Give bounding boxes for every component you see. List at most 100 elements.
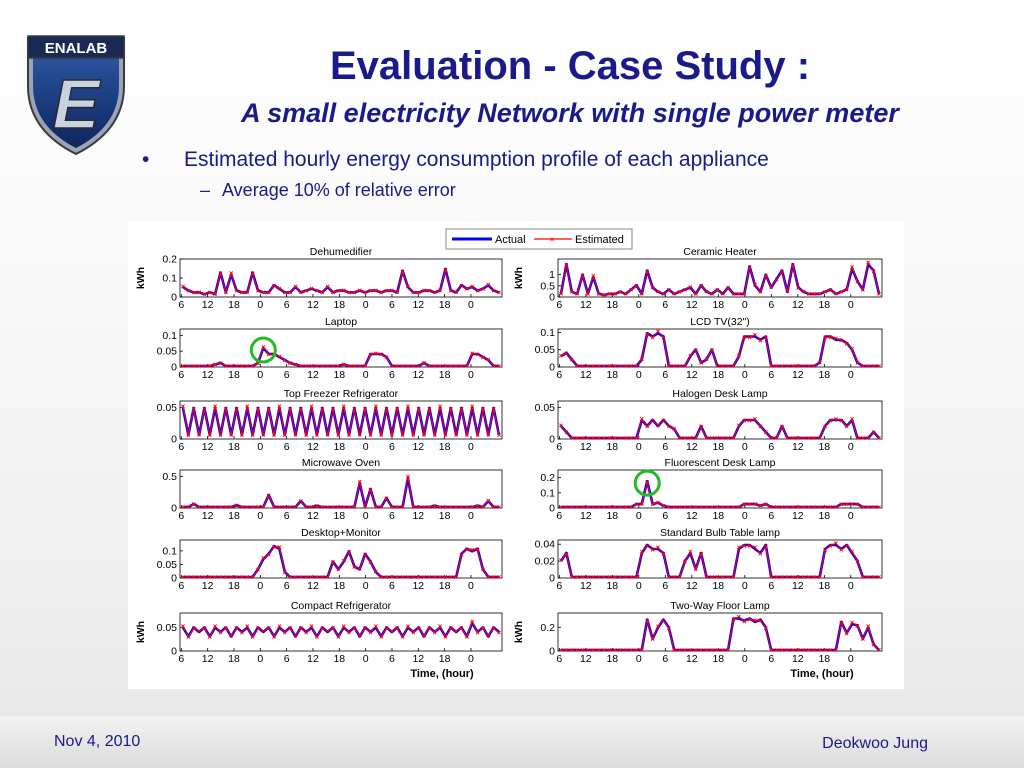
estimated-point xyxy=(672,364,677,368)
estimated-point xyxy=(331,560,335,564)
panel-title: Standard Bulb Table lamp xyxy=(660,527,780,539)
estimated-point xyxy=(742,292,747,296)
estimated-point xyxy=(877,292,881,296)
estimated-point xyxy=(828,418,833,423)
estimated-point xyxy=(844,424,849,429)
x-tick-label: 6 xyxy=(768,441,774,453)
x-tick-label: 12 xyxy=(580,441,592,453)
estimated-point xyxy=(774,436,779,440)
estimated-point xyxy=(304,433,309,438)
y-tick-label: 0.2 xyxy=(540,622,555,634)
estimated-point xyxy=(855,624,860,628)
estimated-point xyxy=(672,426,677,431)
estimated-point xyxy=(314,364,319,368)
estimated-point xyxy=(693,648,698,652)
x-tick-label: 12 xyxy=(580,299,592,311)
estimated-point xyxy=(459,552,464,557)
estimated-point xyxy=(812,648,817,652)
x-tick-label: 6 xyxy=(389,580,395,592)
estimated-point xyxy=(629,575,633,579)
x-tick-label: 18 xyxy=(439,369,451,381)
estimated-point xyxy=(731,292,736,296)
estimated-point xyxy=(758,503,763,508)
estimated-point xyxy=(202,505,207,509)
x-axis-label: Time, (hour) xyxy=(790,668,854,680)
estimated-point xyxy=(357,288,362,293)
estimated-point xyxy=(363,552,368,557)
footer-author: Deokwoo Jung xyxy=(822,735,928,752)
estimated-point xyxy=(325,629,330,633)
estimated-point xyxy=(293,432,298,437)
estimated-point xyxy=(181,404,185,409)
estimated-point xyxy=(448,406,453,411)
estimated-point xyxy=(618,648,623,652)
estimated-point xyxy=(623,436,628,440)
estimated-point xyxy=(256,505,260,509)
estimated-point xyxy=(213,362,218,367)
estimated-point xyxy=(341,362,346,367)
x-tick-label: 0 xyxy=(257,441,263,453)
estimated-point xyxy=(596,364,601,368)
estimated-point xyxy=(464,433,469,438)
estimated-point xyxy=(704,575,709,579)
estimated-point xyxy=(438,364,443,368)
x-tick-label: 18 xyxy=(606,441,618,453)
estimated-point xyxy=(596,292,601,296)
estimated-point xyxy=(218,630,223,635)
panel-title: Desktop+Monitor xyxy=(301,527,381,539)
estimated-point xyxy=(661,551,666,556)
estimated-point xyxy=(650,502,655,507)
estimated-point xyxy=(336,505,341,509)
estimated-point xyxy=(250,505,255,509)
estimated-point xyxy=(699,283,704,288)
estimated-point xyxy=(709,505,714,509)
estimated-point xyxy=(704,505,709,509)
estimated-point xyxy=(720,364,725,368)
estimated-point xyxy=(666,505,671,509)
estimated-point xyxy=(661,618,666,623)
x-tick-label: 18 xyxy=(712,441,724,453)
estimated-point xyxy=(623,364,628,368)
estimated-point xyxy=(229,364,234,368)
estimated-point xyxy=(438,288,443,293)
x-tick-label: 6 xyxy=(662,653,668,665)
estimated-point xyxy=(785,575,790,579)
estimated-point xyxy=(726,364,731,368)
estimated-point xyxy=(559,353,563,358)
estimated-point xyxy=(844,544,849,548)
estimated-point xyxy=(801,505,806,509)
estimated-point xyxy=(618,436,623,440)
estimated-point xyxy=(400,575,405,579)
estimated-point xyxy=(747,502,752,507)
estimated-point xyxy=(304,505,309,509)
estimated-point xyxy=(261,432,266,437)
estimated-point xyxy=(400,269,405,274)
estimated-point xyxy=(352,406,357,411)
estimated-point xyxy=(839,289,844,294)
estimated-point xyxy=(828,287,833,292)
y-tick-label: 0.1 xyxy=(162,545,177,557)
estimated-point xyxy=(677,436,682,440)
y-tick-label: 0 xyxy=(549,573,555,585)
estimated-point xyxy=(860,575,865,579)
estimated-point xyxy=(368,560,373,564)
panel-title: Two-Way Floor Lamp xyxy=(670,600,770,612)
estimated-point xyxy=(282,630,287,635)
estimated-point xyxy=(672,575,677,579)
estimated-point xyxy=(683,505,687,509)
bullet-sub-text: Average 10% of relative error xyxy=(222,180,456,200)
estimated-point xyxy=(742,335,747,340)
x-tick-label: 6 xyxy=(662,441,668,453)
estimated-point xyxy=(422,360,426,365)
estimated-point xyxy=(720,505,725,509)
estimated-point xyxy=(828,335,833,340)
y-tick-label: 0.5 xyxy=(162,471,177,483)
panel-axes xyxy=(179,539,503,579)
x-tick-label: 12 xyxy=(307,369,319,381)
estimated-point xyxy=(357,432,362,437)
estimated-point xyxy=(612,648,617,652)
estimated-point xyxy=(726,285,731,290)
x-tick-label: 0 xyxy=(636,510,642,522)
